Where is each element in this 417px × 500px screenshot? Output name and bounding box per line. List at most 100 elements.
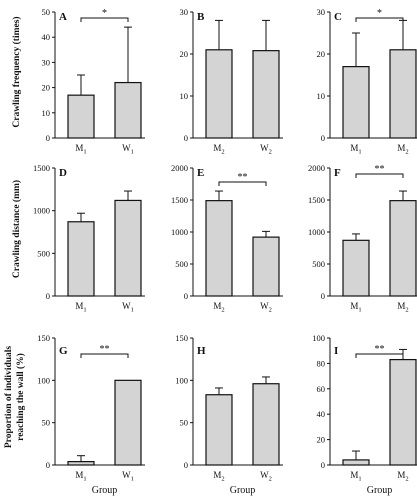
panel-f-ytick-label: 0 bbox=[321, 291, 325, 301]
panel-g-ytick-label: 0 bbox=[46, 460, 50, 470]
panel-a-ytick-label: 40 bbox=[42, 32, 51, 42]
panel-e-category-label: M2 bbox=[213, 301, 224, 314]
panel-f-letter: F bbox=[334, 167, 341, 179]
panel-c-category-label: M2 bbox=[397, 143, 408, 156]
panel-d-ytick-label: 1000 bbox=[33, 206, 50, 216]
panel-h-ytick-label: 100 bbox=[175, 375, 188, 385]
panel-c-bar bbox=[389, 49, 417, 139]
panel-f-ytick-label: 1000 bbox=[308, 227, 325, 237]
panel-a-ytick-label: 0 bbox=[46, 133, 50, 143]
panel-d-category-label: M1 bbox=[75, 301, 86, 314]
panel-b-letter: B bbox=[197, 11, 205, 23]
panel-f-bar bbox=[389, 200, 417, 297]
panel-f-significance-bracket bbox=[355, 173, 404, 178]
panel-i-ytick-label: 20 bbox=[317, 435, 326, 445]
panel-d-ytick-label: 0 bbox=[46, 291, 50, 301]
panel-f-bar bbox=[342, 239, 370, 297]
panel-d-bar bbox=[67, 221, 95, 297]
panel-i-category-label: M1 bbox=[350, 470, 361, 483]
panel-i-group-label: Group bbox=[367, 485, 393, 496]
panel-f-category-label: M1 bbox=[350, 301, 361, 314]
panel-g-bar bbox=[67, 461, 95, 466]
row3-ylabel-line2: reaching the wall (%) bbox=[15, 353, 26, 441]
panel-b-ytick-label: 10 bbox=[180, 91, 189, 101]
panel-i-significance-label: ** bbox=[375, 344, 385, 355]
panel-g-category-label: W1 bbox=[122, 470, 134, 483]
panel-i-bar bbox=[389, 358, 417, 466]
panel-i-ytick-label: 100 bbox=[312, 333, 325, 343]
panel-d-ytick-label: 1500 bbox=[33, 163, 50, 173]
panel-c-ytick-label: 10 bbox=[317, 91, 326, 101]
panel-h-group-label: Group bbox=[230, 485, 256, 496]
panel-c-significance-label: * bbox=[377, 8, 382, 19]
panel-c: 0 10 20 30 M1 M2 * C bbox=[317, 7, 417, 156]
panel-g-ytick-label: 50 bbox=[42, 418, 51, 428]
panel-i: 0 20 40 60 80 100 M1 M2 ** I Group bbox=[312, 333, 417, 496]
panel-c-ytick-label: 20 bbox=[317, 49, 326, 59]
panel-i-bar bbox=[342, 459, 370, 466]
panel-h-bar bbox=[205, 394, 233, 466]
panel-e-significance-label: ** bbox=[238, 172, 248, 183]
panel-i-ytick-label: 0 bbox=[321, 460, 325, 470]
panel-a-significance-bracket bbox=[80, 17, 129, 22]
panel-g: 0 50 100 150 M1 W1 ** G Group bbox=[37, 333, 145, 496]
panel-b-category-label: M2 bbox=[213, 143, 224, 156]
panel-e-ytick-label: 1500 bbox=[171, 195, 188, 205]
panel-a-significance-label: * bbox=[102, 8, 107, 19]
panel-a-category-label: M1 bbox=[75, 143, 86, 156]
panel-d-category-label: W1 bbox=[122, 301, 134, 314]
panel-i-ytick-label: 80 bbox=[317, 358, 326, 368]
panel-g-significance-bracket bbox=[80, 353, 129, 358]
panel-d-ytick-label: 500 bbox=[37, 248, 50, 258]
panel-f-significance-label: ** bbox=[375, 164, 385, 175]
panel-d-bar bbox=[114, 199, 142, 297]
panel-i-category-label: M2 bbox=[397, 470, 408, 483]
panel-i-letter: I bbox=[334, 345, 338, 357]
panel-e-bar bbox=[252, 236, 280, 297]
panel-e-ytick-label: 2000 bbox=[171, 163, 188, 173]
panel-e-significance-bracket bbox=[218, 181, 267, 186]
panel-d-letter: D bbox=[59, 167, 67, 179]
panel-c-ytick-label: 30 bbox=[317, 7, 326, 17]
row1-ylabel: Crawling frequency (times) bbox=[11, 16, 22, 127]
panel-a-ytick-label: 30 bbox=[42, 57, 51, 67]
panel-a-letter: A bbox=[59, 11, 67, 23]
panel-b-bar bbox=[205, 49, 233, 139]
panel-a-ytick-label: 10 bbox=[42, 108, 51, 118]
panel-i-ytick-label: 60 bbox=[317, 384, 326, 394]
panel-e-ytick-label: 500 bbox=[175, 259, 188, 269]
panel-g-bar bbox=[114, 379, 142, 466]
panel-f: 0 500 1000 1500 2000 M1 M2 ** F bbox=[308, 163, 417, 314]
panel-g-category-label: M1 bbox=[75, 470, 86, 483]
panel-b-category-label: W2 bbox=[260, 143, 272, 156]
panel-g-ytick-label: 100 bbox=[37, 375, 50, 385]
panel-a-bar bbox=[67, 94, 95, 139]
panel-h-category-label: W2 bbox=[260, 470, 272, 483]
panel-b: 0 10 20 30 M2 W2 B bbox=[180, 7, 283, 156]
panel-f-ytick-label: 2000 bbox=[308, 163, 325, 173]
panel-e-ytick-label: 0 bbox=[184, 291, 188, 301]
panel-e-bar bbox=[205, 200, 233, 297]
panel-f-category-label: M2 bbox=[397, 301, 408, 314]
panels: 0 10 20 30 40 50 M1 W1 * A 0 10 20 30 M2 W2 B 0 10 20 30 M1 M2… bbox=[33, 7, 417, 496]
row2-ylabel: Crawling distance (mm) bbox=[11, 180, 22, 278]
panel-b-ytick-label: 0 bbox=[184, 133, 188, 143]
panel-c-bar bbox=[342, 65, 370, 139]
panel-a-ytick-label: 50 bbox=[42, 7, 51, 17]
panel-b-ytick-label: 30 bbox=[180, 7, 189, 17]
panel-g-ytick-label: 150 bbox=[37, 333, 50, 343]
panel-c-significance-bracket bbox=[355, 17, 404, 22]
panel-h-category-label: M2 bbox=[213, 470, 224, 483]
panel-e: 0 500 1000 1500 2000 M2 W2 ** E bbox=[171, 163, 283, 314]
panel-c-category-label: M1 bbox=[350, 143, 361, 156]
panel-g-group-label: Group bbox=[92, 485, 118, 496]
panel-h: 0 50 100 150 M2 W2 H Group bbox=[175, 333, 283, 496]
panel-b-bar bbox=[252, 50, 280, 139]
panel-h-ytick-label: 0 bbox=[184, 460, 188, 470]
panel-h-letter: H bbox=[197, 345, 206, 357]
panel-a: 0 10 20 30 40 50 M1 W1 * A bbox=[42, 7, 145, 156]
panel-c-ytick-label: 0 bbox=[321, 133, 325, 143]
panel-e-ytick-label: 1000 bbox=[171, 227, 188, 237]
panel-h-ytick-label: 150 bbox=[175, 333, 188, 343]
